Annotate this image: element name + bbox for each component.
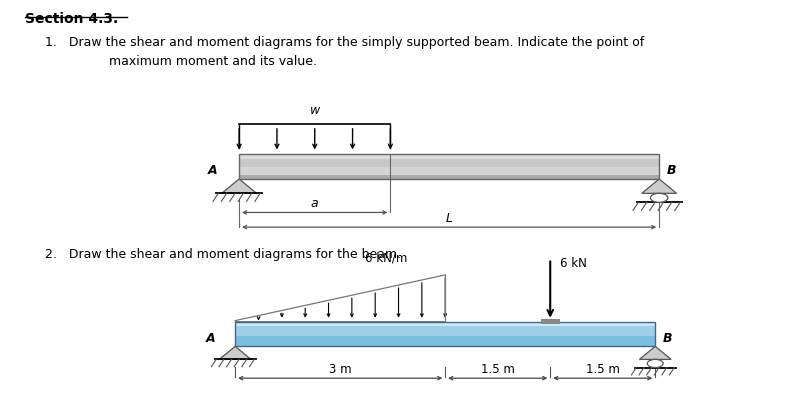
Text: 6 kN/m: 6 kN/m bbox=[365, 252, 407, 265]
Text: a: a bbox=[311, 197, 319, 210]
Text: A: A bbox=[208, 164, 217, 177]
Text: L: L bbox=[446, 212, 452, 225]
Polygon shape bbox=[221, 179, 257, 193]
Text: w: w bbox=[310, 104, 320, 116]
Bar bbox=[235, 336, 655, 346]
Bar bbox=[235, 322, 655, 326]
Text: A: A bbox=[206, 332, 216, 345]
Bar bbox=[239, 167, 659, 175]
Text: 1.   Draw the shear and moment diagrams for the simply supported beam. Indicate : 1. Draw the shear and moment diagrams fo… bbox=[45, 36, 644, 49]
Text: B: B bbox=[667, 164, 677, 177]
Circle shape bbox=[650, 193, 668, 202]
Polygon shape bbox=[219, 346, 251, 359]
Text: B: B bbox=[663, 332, 673, 345]
Text: 1.5 m: 1.5 m bbox=[481, 363, 514, 376]
Text: 3 m: 3 m bbox=[329, 363, 352, 376]
Bar bbox=[239, 155, 659, 179]
Polygon shape bbox=[642, 179, 677, 193]
Text: maximum moment and its value.: maximum moment and its value. bbox=[80, 55, 316, 68]
Text: Section 4.3.: Section 4.3. bbox=[25, 12, 118, 25]
Bar bbox=[541, 319, 559, 324]
Bar bbox=[235, 326, 655, 336]
Circle shape bbox=[647, 359, 663, 367]
Text: 6 kN: 6 kN bbox=[559, 256, 587, 270]
Polygon shape bbox=[639, 346, 671, 359]
Bar bbox=[235, 322, 655, 346]
Bar bbox=[239, 155, 659, 159]
Text: 1.5 m: 1.5 m bbox=[586, 363, 620, 376]
Bar bbox=[239, 159, 659, 167]
Bar bbox=[239, 175, 659, 179]
Text: 2.   Draw the shear and moment diagrams for the beam.: 2. Draw the shear and moment diagrams fo… bbox=[45, 248, 401, 261]
